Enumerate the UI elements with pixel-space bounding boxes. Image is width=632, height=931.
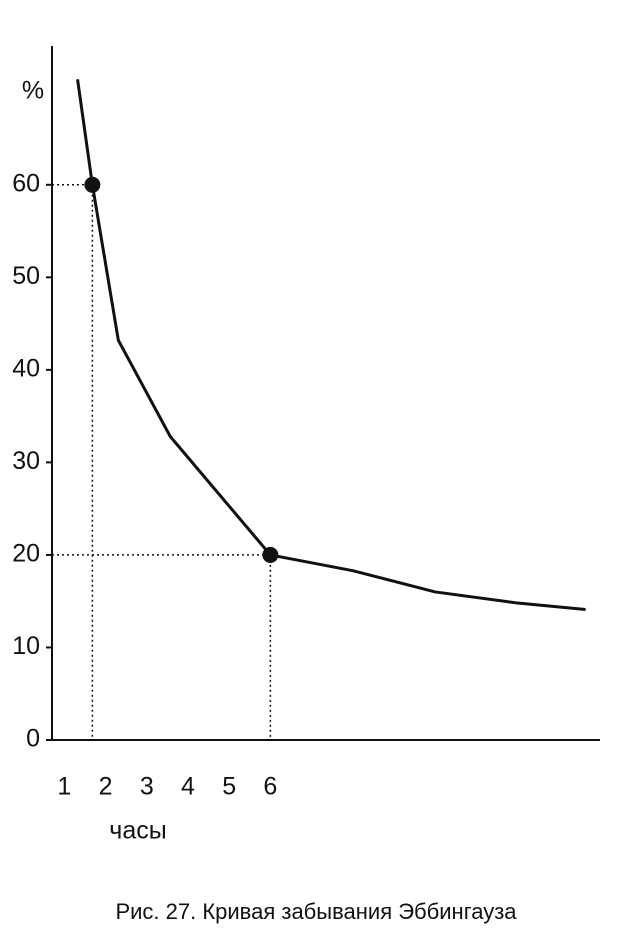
curve bbox=[76, 79, 586, 612]
y-tick-label: 20 bbox=[12, 540, 40, 568]
x-tick-label: 1 bbox=[57, 773, 71, 801]
y-tick-label: 10 bbox=[12, 632, 40, 660]
y-tick-label: 40 bbox=[12, 354, 40, 382]
y-axis-label: % bbox=[22, 77, 44, 105]
y-tick-label: 30 bbox=[12, 447, 40, 475]
point bbox=[262, 546, 279, 563]
y-tick-label: 60 bbox=[12, 169, 40, 197]
x-tick-label: 6 bbox=[263, 773, 277, 801]
y-tick-label: 50 bbox=[12, 262, 40, 290]
y-tick-label: 0 bbox=[26, 725, 40, 753]
x-tick-label: 5 bbox=[222, 773, 236, 801]
caption: Рис. 27. Кривая забывания Эббингауза bbox=[115, 899, 517, 924]
x-tick-label: 3 bbox=[140, 773, 154, 801]
x-tick-label: 4 bbox=[181, 773, 195, 801]
x-axis-label: часы bbox=[109, 817, 166, 845]
point bbox=[84, 176, 101, 193]
x-tick-label: 2 bbox=[99, 773, 113, 801]
